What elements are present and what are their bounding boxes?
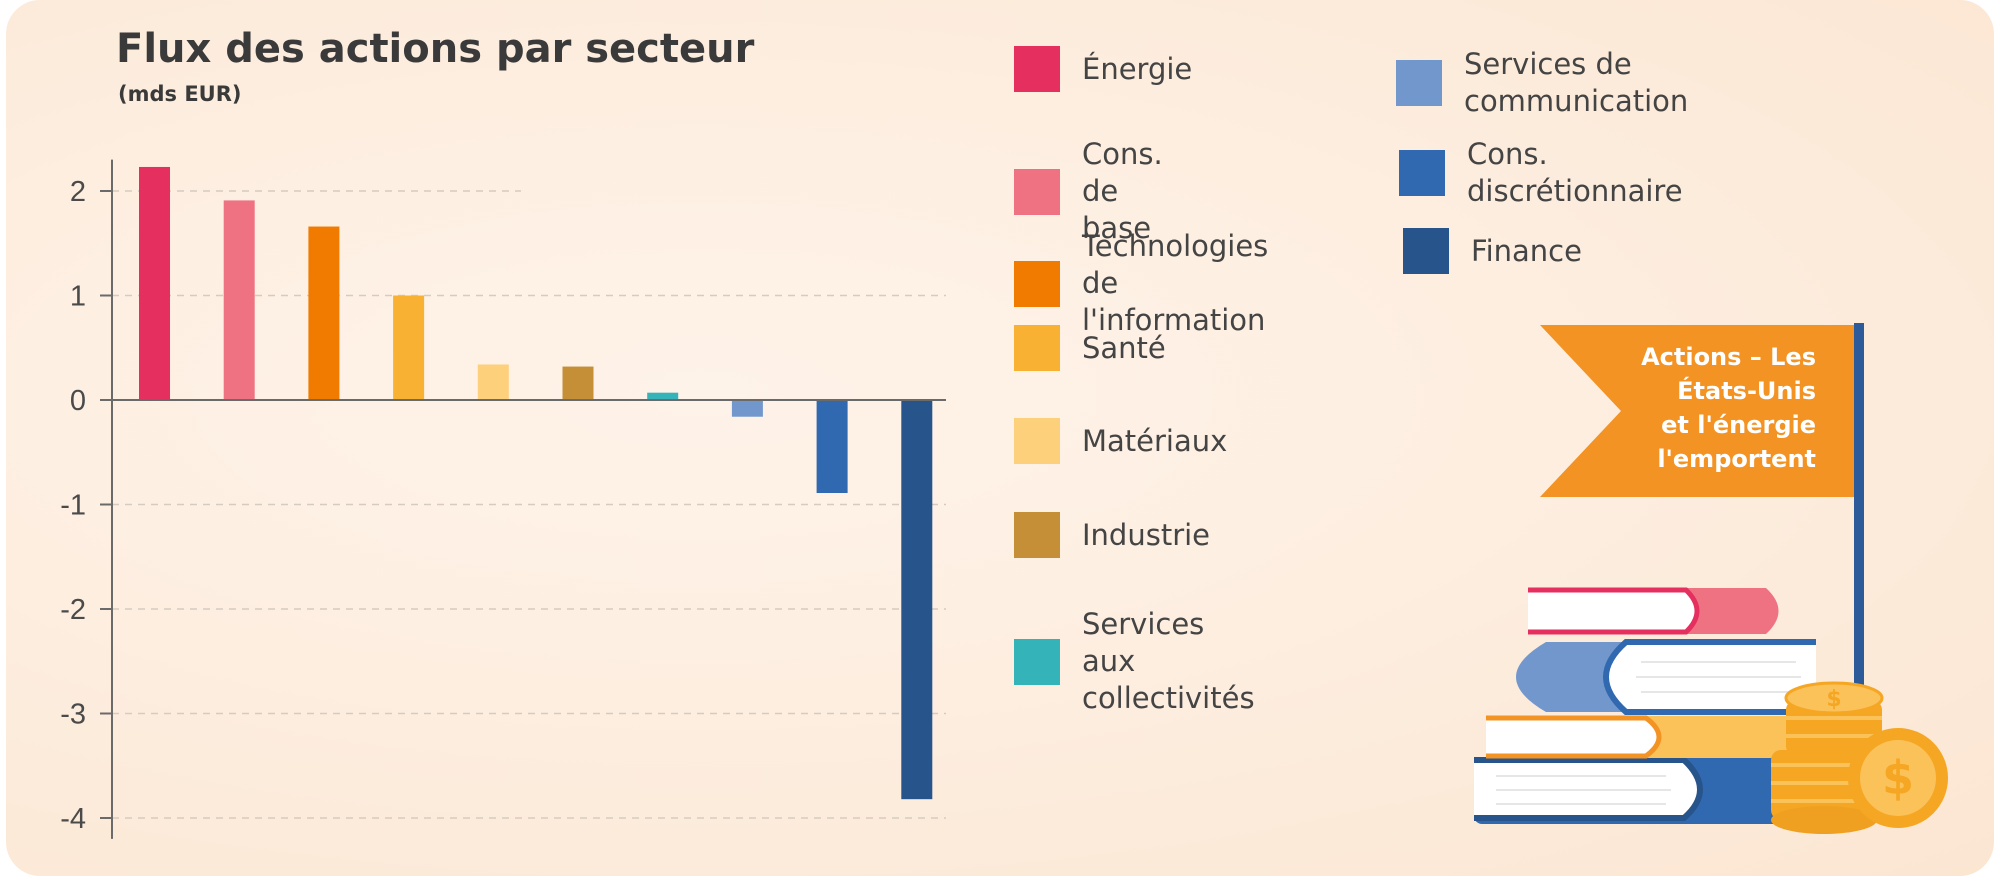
- bar-9: [816, 400, 848, 494]
- chart-subtitle: (mds EUR): [118, 82, 242, 106]
- flag-shape: [1540, 325, 1862, 497]
- legend-item: Énergie: [1014, 46, 1192, 92]
- bar-3: [308, 226, 340, 400]
- legend-swatch: [1014, 46, 1060, 92]
- svg-text:$: $: [1826, 687, 1841, 712]
- y-tick-label: -3: [60, 699, 86, 731]
- legend-item: Cons. discrétionnaire: [1399, 136, 1683, 210]
- bar-6: [562, 366, 594, 400]
- bar-10: [901, 400, 933, 800]
- flag-banner-icon: [1540, 323, 1864, 698]
- legend-item: Services de communication: [1396, 46, 1688, 120]
- legend-item: Services aux collectivités: [1014, 606, 1255, 717]
- y-tick-label: 0: [70, 385, 86, 417]
- legend-swatch: [1403, 228, 1449, 274]
- bar-4: [393, 295, 425, 400]
- legend-label: Cons. de base: [1082, 137, 1163, 245]
- legend-label: Cons. discrétionnaire: [1467, 137, 1683, 208]
- infographic-card: Flux des actions par secteur (mds EUR) 2…: [6, 0, 1994, 876]
- bar-5: [477, 364, 509, 400]
- legend-label: Industrie: [1082, 517, 1211, 552]
- legend-swatch: [1399, 150, 1445, 196]
- flag-pole: [1854, 323, 1864, 698]
- stacked-books-icon: $ $: [1474, 587, 1948, 834]
- y-tick-label: -1: [60, 490, 86, 522]
- legend-label: Santé: [1082, 330, 1166, 365]
- legend-swatch: [1014, 512, 1060, 558]
- legend-label: Énergie: [1082, 51, 1193, 86]
- legend-item: Industrie: [1014, 512, 1210, 558]
- legend-label: Matériaux: [1082, 423, 1228, 458]
- y-tick-label: -2: [60, 594, 86, 626]
- bar-1: [139, 166, 170, 400]
- y-tick-label: -4: [60, 803, 86, 835]
- bar-7: [647, 392, 679, 400]
- gold-coins-dollar-icon: $ $: [1771, 681, 1948, 834]
- legend-label: Finance: [1471, 233, 1582, 268]
- legend-item: Matériaux: [1014, 418, 1227, 464]
- legend-swatch: [1014, 260, 1060, 307]
- bar-chart: 2 1 0 -1 -2 -3 -4: [60, 159, 946, 839]
- legend-item: Finance: [1403, 228, 1582, 274]
- legend-swatch: [1396, 60, 1442, 106]
- legend-swatch: [1014, 638, 1060, 685]
- legend-swatch: [1014, 418, 1060, 464]
- legend-item: Technologies de l'information: [1014, 228, 1268, 339]
- banner-text: Actions – Les États-Unis et l'énergie l'…: [1641, 343, 1816, 473]
- chart-title: Flux des actions par secteur: [116, 26, 755, 72]
- y-tick-label: 2: [70, 176, 86, 208]
- legend-swatch: [1014, 168, 1060, 215]
- legend-item: Santé: [1014, 325, 1166, 371]
- bar-2: [223, 200, 255, 400]
- legend-label: Services aux collectivités: [1082, 607, 1255, 715]
- svg-text:$: $: [1882, 751, 1914, 805]
- bar-8: [731, 400, 763, 417]
- legend-label: Services de communication: [1464, 47, 1689, 118]
- y-tick-label: 1: [70, 281, 86, 313]
- legend-swatch: [1014, 325, 1060, 371]
- legend-label: Technologies de l'information: [1082, 229, 1269, 337]
- legend-item: Cons. de base: [1014, 136, 1163, 247]
